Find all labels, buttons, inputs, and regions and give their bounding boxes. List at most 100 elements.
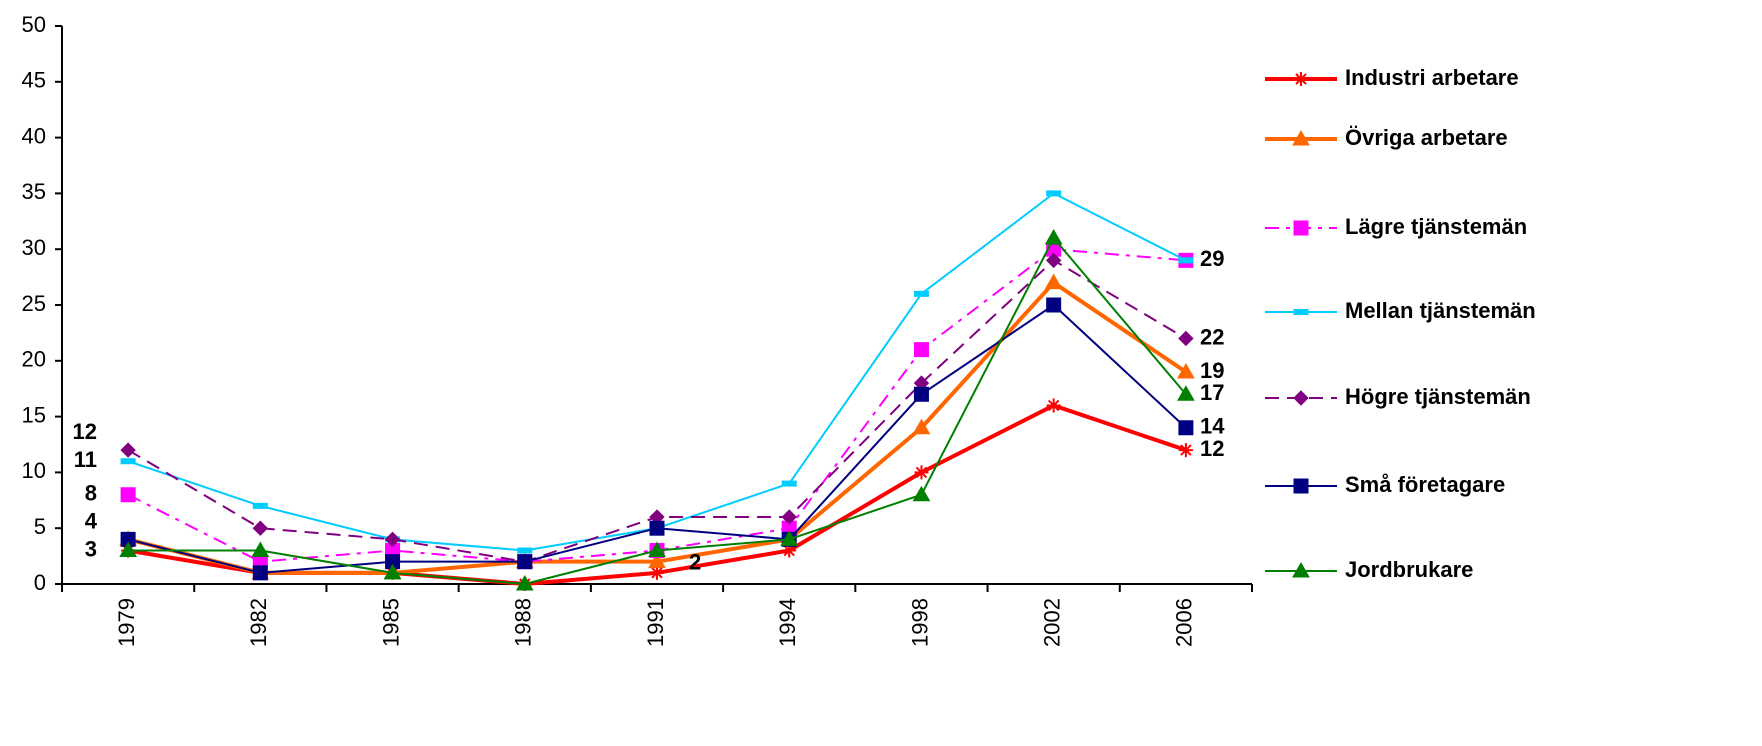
legend-label: Små företagare — [1345, 472, 1505, 497]
marker — [1046, 190, 1062, 197]
legend-item: Lägre tjänstemän — [1265, 214, 1527, 239]
legend-item: Övriga arbetare — [1265, 125, 1508, 150]
legend-marker — [1292, 129, 1310, 146]
marker — [384, 531, 401, 548]
marker — [252, 565, 268, 581]
marker — [781, 480, 797, 487]
data-label: 17 — [1200, 380, 1224, 405]
y-tick-label: 0 — [34, 570, 46, 595]
marker — [912, 418, 931, 435]
marker — [649, 520, 665, 536]
legend-marker — [1293, 220, 1309, 236]
legend-label: Övriga arbetare — [1345, 125, 1508, 150]
data-label: 12 — [73, 419, 97, 444]
y-tick-label: 50 — [22, 12, 46, 37]
data-label: 4 — [85, 508, 98, 533]
marker — [1177, 362, 1195, 379]
marker-stroke — [650, 565, 664, 580]
marker — [1044, 273, 1063, 290]
legend-item: Mellan tjänstemän — [1265, 298, 1536, 323]
legend-marker — [1293, 309, 1309, 315]
x-tick-label: 1998 — [907, 598, 932, 647]
marker — [1046, 297, 1062, 313]
y-tick-label: 5 — [34, 514, 46, 539]
y-tick-label: 30 — [22, 235, 46, 260]
data-label: 8 — [85, 480, 97, 505]
marker — [251, 541, 270, 558]
y-tick-label: 15 — [22, 402, 46, 427]
marker — [120, 458, 136, 465]
data-label: 2 — [689, 549, 701, 574]
y-tick-label: 10 — [22, 458, 46, 483]
series-line — [127, 192, 1187, 552]
data-label: 11 — [74, 447, 97, 472]
marker — [650, 565, 664, 580]
legend-item: Små företagare — [1265, 472, 1505, 497]
y-tick-label: 40 — [22, 123, 46, 148]
x-tick-label: 1994 — [775, 598, 800, 647]
y-tick-label: 20 — [22, 347, 46, 372]
x-tick-label: 1979 — [114, 598, 139, 647]
marker — [912, 485, 931, 502]
marker-stroke — [782, 543, 797, 558]
y-tick-label: 35 — [22, 179, 46, 204]
x-tick-label: 1985 — [378, 598, 403, 647]
legend-label: Industri arbetare — [1345, 65, 1519, 90]
data-label: 29 — [1200, 246, 1224, 271]
legend-item: Industri arbetare — [1265, 65, 1519, 90]
marker — [914, 465, 929, 480]
legend-item: Högre tjänstemän — [1265, 384, 1531, 409]
legend-marker — [1293, 390, 1309, 406]
marker-stroke — [1294, 72, 1308, 86]
legend-label: Högre tjänstemän — [1345, 384, 1531, 409]
marker — [120, 442, 136, 458]
legend-label: Mellan tjänstemän — [1345, 298, 1536, 323]
x-tick-label: 1982 — [246, 598, 271, 647]
marker — [648, 541, 666, 558]
marker — [1044, 229, 1063, 245]
data-label: 3 — [85, 536, 97, 561]
marker — [648, 552, 666, 569]
marker — [252, 502, 268, 509]
marker-stroke — [1046, 398, 1061, 413]
legend-marker — [1293, 478, 1309, 494]
data-label: 12 — [1200, 436, 1224, 461]
legend-marker — [1292, 561, 1310, 578]
marker — [781, 509, 797, 525]
data-label: 22 — [1200, 324, 1224, 349]
x-tick-label: 1991 — [643, 598, 668, 647]
marker — [913, 386, 929, 402]
marker — [517, 547, 533, 554]
marker — [120, 487, 136, 503]
legend-item: Jordbrukare — [1265, 557, 1473, 582]
x-tick-label: 2006 — [1172, 598, 1197, 647]
marker — [1178, 443, 1193, 458]
marker — [1178, 257, 1194, 264]
marker — [515, 574, 534, 591]
data-label: 14 — [1200, 414, 1225, 439]
marker — [913, 342, 929, 358]
marker — [780, 530, 799, 546]
marker — [119, 541, 137, 558]
y-tick-label: 45 — [22, 68, 46, 93]
x-tick-label: 2002 — [1039, 598, 1064, 647]
marker — [1178, 420, 1194, 436]
y-tick-label: 25 — [22, 291, 46, 316]
marker — [1177, 385, 1195, 401]
marker-stroke — [1178, 443, 1193, 458]
data-label: 19 — [1200, 358, 1224, 383]
marker — [1045, 252, 1062, 269]
x-tick-label: 1988 — [511, 598, 536, 647]
marker — [913, 290, 929, 297]
legend-label: Lägre tjänstemän — [1345, 214, 1527, 239]
marker — [383, 563, 402, 580]
marker — [782, 543, 797, 558]
legend-marker — [1294, 72, 1308, 86]
marker — [1178, 330, 1194, 347]
marker — [252, 520, 269, 536]
marker-stroke — [914, 465, 929, 480]
legend-label: Jordbrukare — [1345, 557, 1473, 582]
marker — [1046, 398, 1061, 413]
marker — [517, 554, 533, 570]
